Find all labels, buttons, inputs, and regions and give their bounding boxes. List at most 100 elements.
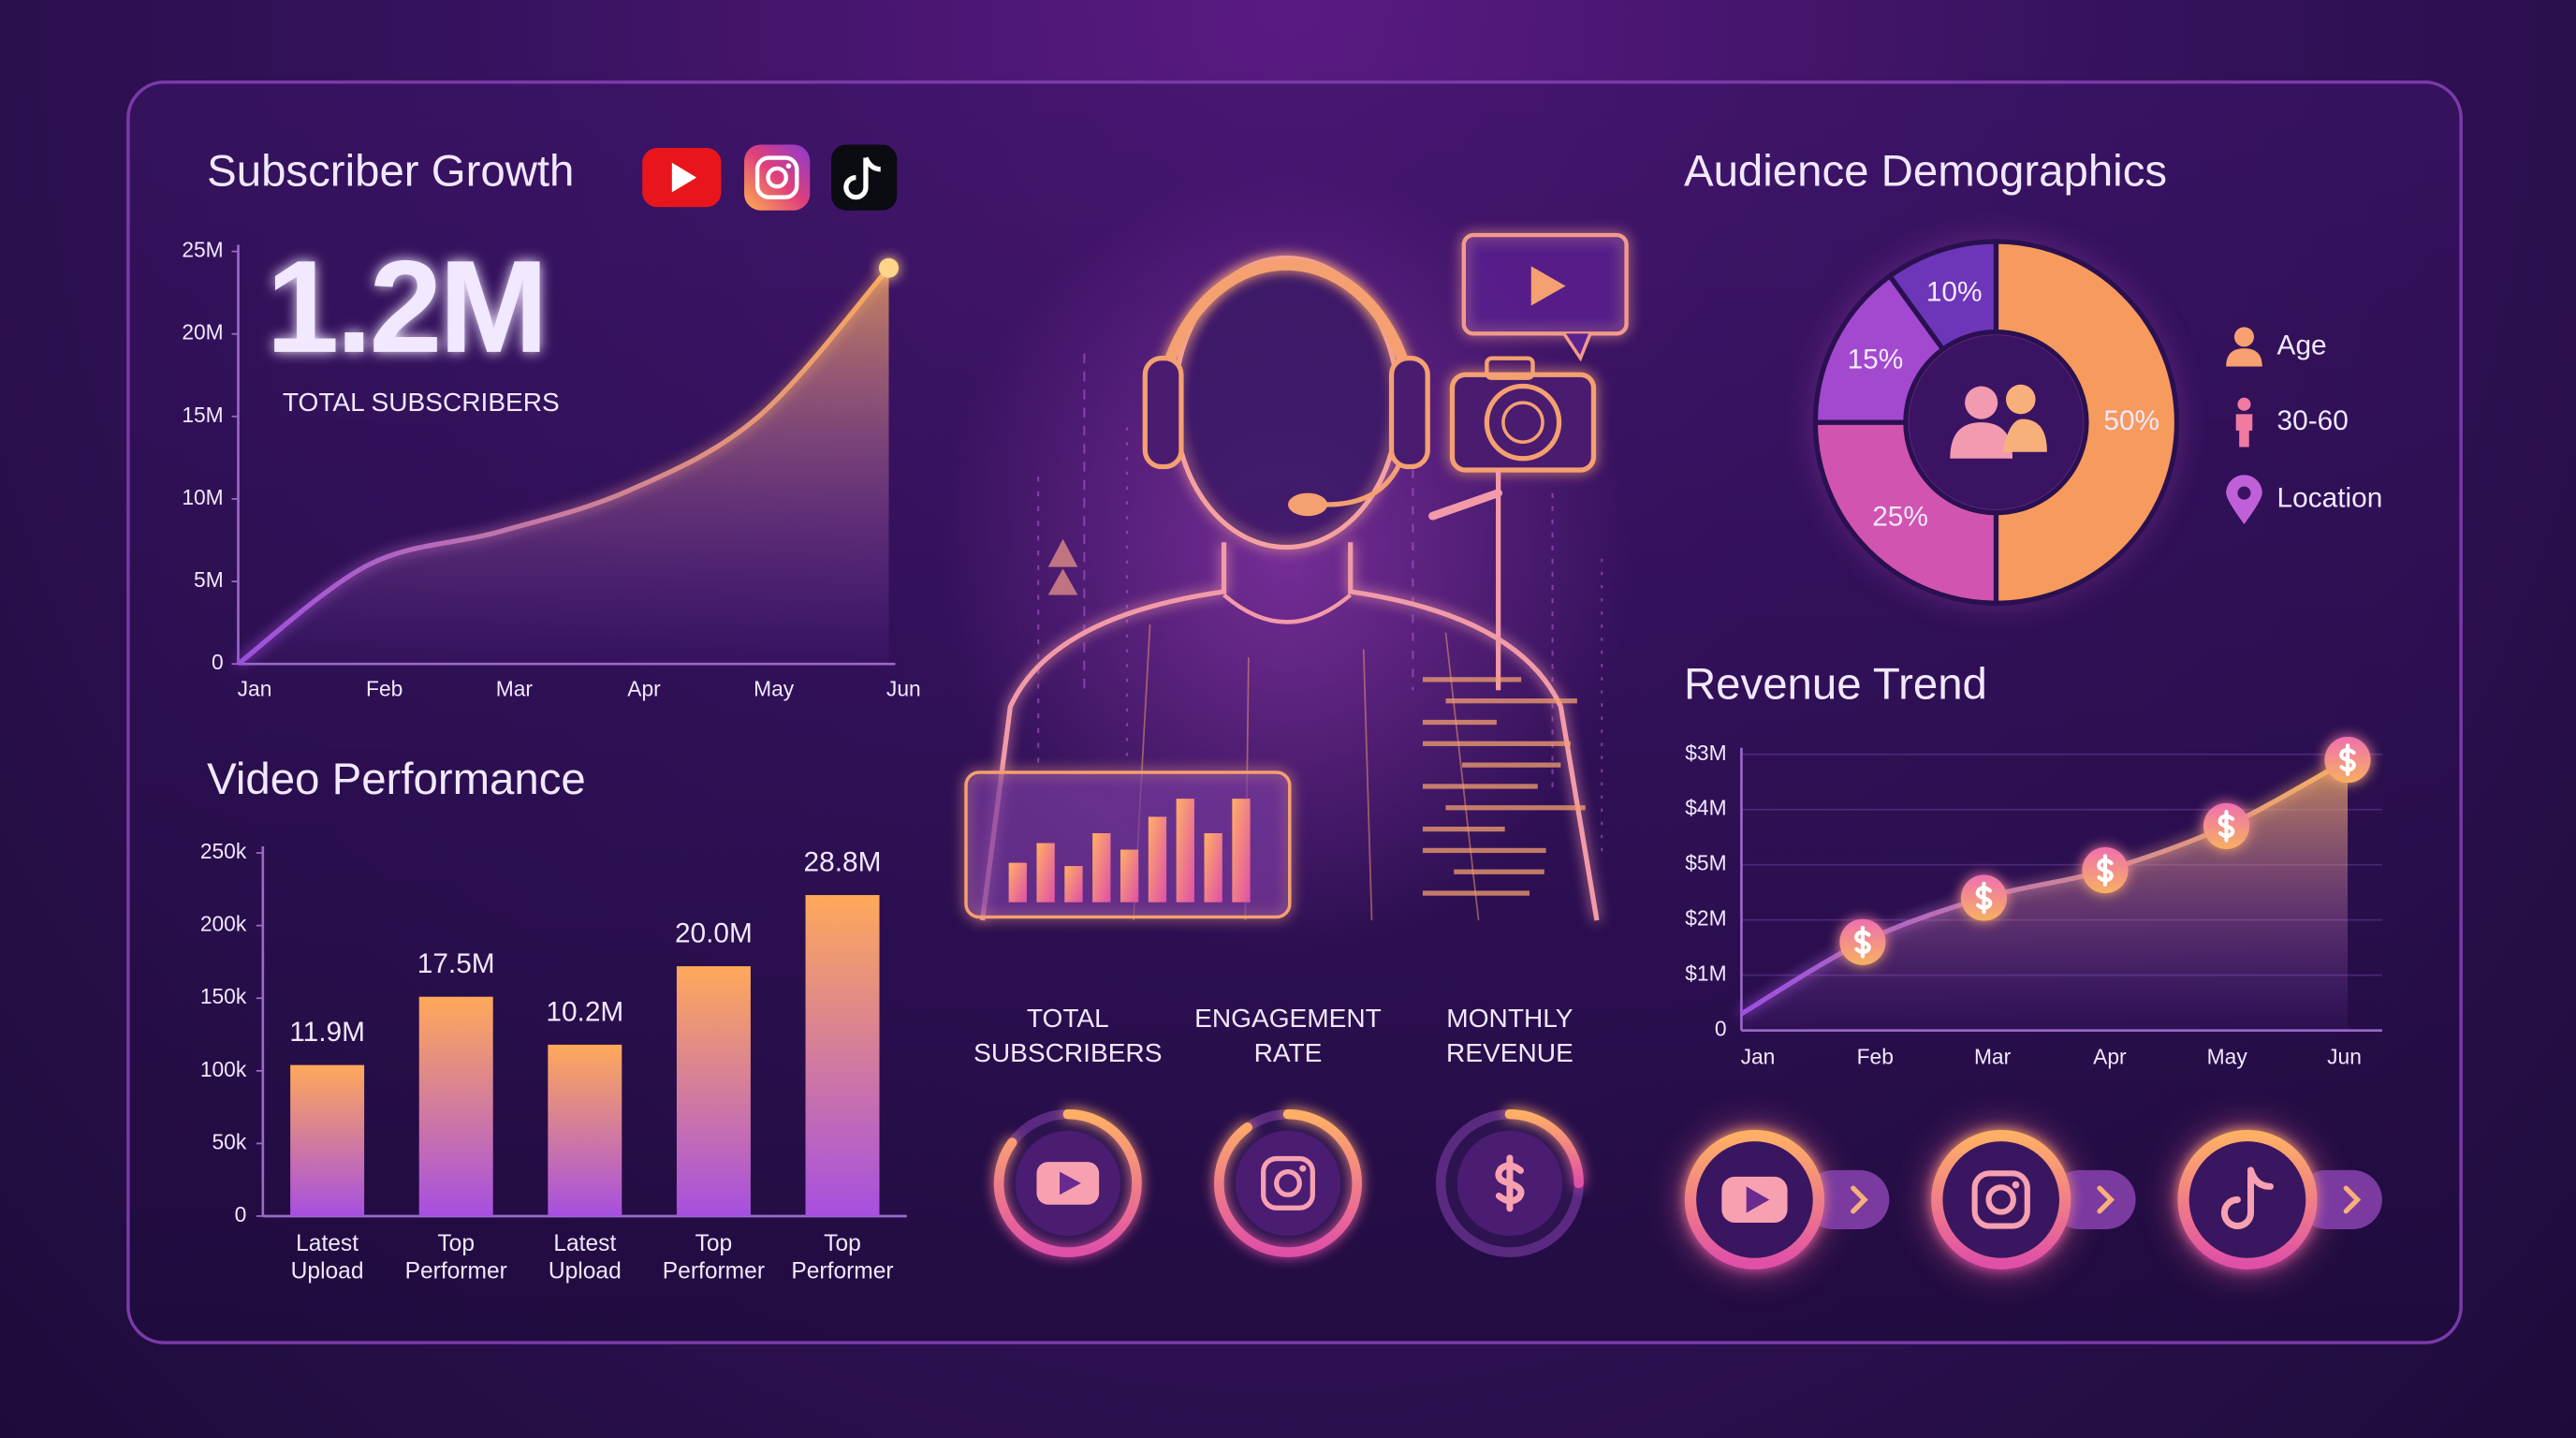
y-tick-label: 25M	[182, 238, 223, 262]
x-tick-label: Top Performer	[662, 1229, 765, 1284]
bar-label: 17.5M	[417, 948, 495, 979]
dollar-icon	[2217, 810, 2235, 843]
area	[1741, 759, 2349, 1031]
dollar-icon	[1495, 1154, 1525, 1212]
dollar-icon	[1854, 925, 1871, 959]
chart-title: Revenue Trend	[1684, 659, 1987, 709]
people-icon	[2005, 384, 2036, 415]
platform-button[interactable]	[1931, 1129, 2071, 1270]
chevron	[1851, 1185, 1868, 1214]
kpi-ring-arc	[1214, 1108, 1362, 1257]
bar	[290, 1064, 365, 1216]
legend-label: Age	[2277, 330, 2327, 360]
kpi-ring-arc	[993, 1108, 1142, 1257]
line	[236, 266, 891, 667]
y-tick-label: 250k	[200, 839, 247, 863]
illustration	[941, 164, 1632, 954]
y-tick-label: 15M	[182, 403, 223, 427]
dollar-icon	[2097, 854, 2114, 887]
chart-title: Subscriber Growth	[207, 147, 574, 197]
chevron	[2343, 1185, 2362, 1214]
legend-label: Location	[2277, 483, 2383, 514]
x-tick-label: Jan	[1741, 1045, 1776, 1069]
people-icon	[2002, 418, 2047, 452]
bar	[548, 1044, 622, 1216]
kpi-icon	[1261, 1155, 1315, 1211]
y-tick-label: $3M	[1685, 741, 1726, 765]
y-tick-label: 100k	[200, 1057, 247, 1081]
chart-title: Audience Demographics	[1684, 147, 2167, 197]
chevron	[2097, 1185, 2115, 1214]
legend-label: 30-60	[2277, 405, 2349, 436]
y-tick-label: 0	[235, 1202, 247, 1226]
x-tick-label: Jun	[886, 676, 921, 700]
y-tick-label: $5M	[1685, 851, 1726, 875]
y-tick-label: $4M	[1685, 796, 1726, 820]
platform-pill[interactable]	[2296, 1169, 2382, 1230]
donut-slice	[1886, 239, 1999, 353]
legend-icon	[2226, 348, 2262, 367]
kpi-label: TOTAL SUBSCRIBERS	[973, 1005, 1163, 1069]
bar	[418, 996, 493, 1216]
social-icons	[642, 144, 898, 211]
x-tick-label: Mar	[1974, 1045, 2012, 1069]
y-tick-label: 200k	[200, 912, 247, 936]
end-point	[878, 257, 900, 278]
x-tick-label: Mar	[496, 676, 534, 700]
dollar-icon	[1975, 881, 1993, 915]
x-tick-label: Top Performer	[404, 1229, 507, 1284]
chart-title: Video Performance	[207, 755, 586, 804]
x-tick-label: May	[754, 676, 795, 700]
kpi-icon	[1274, 1168, 1302, 1197]
platform-icon	[2220, 1167, 2275, 1230]
platform-pill[interactable]	[1804, 1169, 1890, 1230]
donut-center	[1909, 335, 2084, 510]
y-tick-label: 5M	[194, 567, 224, 592]
slice-label: 25%	[1872, 501, 1928, 532]
y-tick-label: 150k	[200, 984, 247, 1008]
kpi-inner	[1235, 1130, 1341, 1237]
platform-button[interactable]	[2177, 1129, 2318, 1270]
platform-pill[interactable]	[2050, 1169, 2136, 1230]
slice-label: 50%	[2103, 405, 2159, 436]
kpi-label: MONTHLY REVENUE	[1446, 1005, 1573, 1069]
y-tick-label: $1M	[1685, 961, 1726, 986]
donut-slice	[1812, 419, 1999, 606]
y-tick-label: $2M	[1685, 906, 1726, 931]
platform-icon	[2012, 1181, 2020, 1189]
slice-label: 10%	[1926, 276, 1983, 307]
y-tick-label: 10M	[182, 485, 223, 509]
legend-icon	[2235, 414, 2253, 448]
x-tick-label: Feb	[1857, 1045, 1894, 1069]
people-icon	[1950, 422, 2012, 459]
dollar-icon	[2339, 743, 2356, 776]
donut-slice	[1993, 239, 2180, 606]
x-tick-label: Apr	[2093, 1045, 2127, 1069]
big-number: 1.2M	[266, 233, 545, 380]
bar-label: 20.0M	[675, 918, 753, 949]
y-tick-label: 50k	[212, 1129, 247, 1153]
x-tick-label: Apr	[627, 676, 661, 700]
bar-label: 28.8M	[804, 847, 882, 878]
x-tick-label: Jun	[2327, 1045, 2362, 1069]
big-number-caption: TOTAL SUBSCRIBERS	[283, 388, 560, 417]
x-tick-label: Latest Upload	[548, 1229, 622, 1284]
kpi-icon	[1060, 1171, 1081, 1196]
x-tick-label: Top Performer	[791, 1229, 894, 1284]
platform-icon	[1746, 1186, 1770, 1213]
bar	[676, 966, 751, 1216]
x-tick-label: Jan	[238, 676, 272, 700]
x-tick-label: May	[2207, 1045, 2248, 1069]
kpi-ring-arc	[1504, 1108, 1584, 1189]
area	[238, 268, 889, 665]
x-tick-label: Latest Upload	[290, 1229, 364, 1284]
bar-label: 11.9M	[289, 1017, 365, 1048]
platform-icon	[1985, 1184, 2016, 1215]
kpi-icon	[1299, 1165, 1307, 1172]
y-tick-label: 20M	[182, 320, 223, 345]
y-tick-label: 0	[1715, 1017, 1727, 1041]
y-tick-label: 0	[212, 650, 224, 674]
